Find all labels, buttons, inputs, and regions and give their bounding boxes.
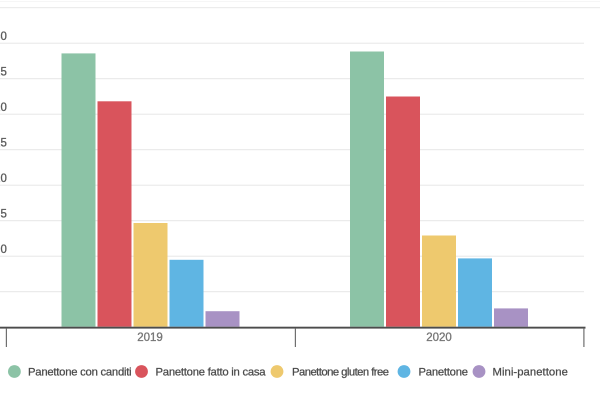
svg-text:Mini-panettone: Mini-panettone xyxy=(493,367,568,379)
svg-text:2020: 2020 xyxy=(426,332,452,344)
svg-text:0: 0 xyxy=(0,244,6,256)
svg-text:Panettone: Panettone xyxy=(419,367,468,379)
svg-text:Panettone gluten free: Panettone gluten free xyxy=(292,367,389,379)
svg-text:15: 15 xyxy=(0,138,7,150)
svg-text:10: 10 xyxy=(0,173,7,185)
svg-text:5: 5 xyxy=(0,209,6,221)
svg-text:30: 30 xyxy=(0,31,7,43)
svg-text:2019: 2019 xyxy=(137,332,163,344)
svg-text:Panettone con canditi: Panettone con canditi xyxy=(28,367,131,379)
svg-text:Panettone fatto in casa: Panettone fatto in casa xyxy=(156,367,267,379)
svg-text:25: 25 xyxy=(0,67,7,79)
svg-text:20: 20 xyxy=(0,102,7,114)
